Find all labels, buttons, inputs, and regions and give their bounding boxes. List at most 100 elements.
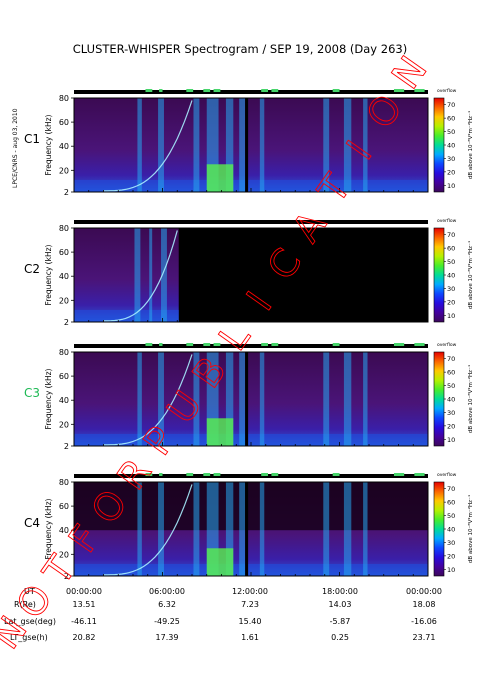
emission-burst: [225, 98, 234, 192]
orbit-cell: 6.32: [158, 600, 176, 609]
availability-mark: [271, 89, 279, 92]
emission-burst: [206, 98, 219, 192]
freq-tick-label: 2: [64, 188, 69, 197]
freq-tick-label: 80: [59, 348, 69, 357]
colorbar-tick-label: 40: [447, 272, 455, 280]
colorbar: [433, 227, 445, 323]
colorbar-tick-label: 20: [447, 552, 455, 560]
freq-tick-label: 80: [59, 94, 69, 103]
emission-burst: [206, 482, 219, 576]
emission-burst: [193, 98, 200, 192]
availability-mark: [393, 89, 405, 92]
emission-burst: [343, 98, 352, 192]
availability-mark: [414, 473, 425, 476]
emission-burst: [259, 482, 265, 576]
panel-c3: 2 20 40 60 80 Frequency (kHz) C3 overflow 10 20 30…: [24, 342, 474, 451]
availability-mark: [271, 343, 279, 346]
emission-burst: [239, 352, 246, 446]
availability-mark: [203, 473, 211, 476]
colorbar-tick-label: 60: [447, 369, 455, 377]
spacecraft-label: C3: [24, 386, 40, 400]
freq-tick-label: 60: [59, 502, 69, 511]
emission-burst: [259, 352, 265, 446]
availability-mark: [159, 89, 163, 92]
colorbar-tick-label: 70: [447, 485, 455, 493]
colorbar-tick-label: 60: [447, 499, 455, 507]
orbit-cell: 18.08: [413, 600, 436, 609]
colorbar-corner: overflow: [437, 472, 457, 478]
emission-burst: [137, 352, 142, 446]
availability-mark: [159, 343, 163, 346]
emission-burst: [193, 352, 200, 446]
orbit-cell: 18:00:00: [322, 587, 358, 596]
freq-tick-label: 40: [59, 526, 69, 535]
emission-burst: [363, 482, 368, 576]
availability-mark: [261, 89, 269, 92]
orbit-cell: 23.71: [413, 633, 436, 642]
colorbar-tick-label: 50: [447, 382, 455, 390]
orbit-row-label: R(Re): [14, 600, 36, 609]
orbit-row-label: UT: [24, 587, 35, 596]
intense-emission: [206, 548, 234, 576]
availability-mark: [186, 89, 194, 92]
colorbar: [433, 97, 445, 193]
orbit-cell: -46.11: [71, 617, 97, 626]
y-axis-label: Frequency (kHz): [44, 244, 53, 305]
colorbar-tick-label: 30: [447, 409, 455, 417]
colorbar-tick-label: 70: [447, 101, 455, 109]
colorbar-tick-label: 30: [447, 539, 455, 547]
availability-mark: [261, 343, 269, 346]
freq-tick-label: 20: [59, 420, 69, 429]
panel-c1: 2 20 40 60 80 Frequency (kHz) C1 overflow 10 20 30…: [24, 88, 474, 197]
orbit-cell: -16.06: [411, 617, 437, 626]
colorbar-tick-label: 50: [447, 128, 455, 136]
orbit-cell: 13.51: [73, 600, 96, 609]
emission-burst: [158, 98, 164, 192]
plasma-band: [74, 309, 179, 322]
emission-burst: [343, 482, 352, 576]
availability-mark: [186, 343, 194, 346]
freq-tick-label: 40: [59, 272, 69, 281]
emission-burst: [363, 352, 368, 446]
freq-tick-label: 20: [59, 296, 69, 305]
intense-emission: [206, 164, 234, 192]
availability-mark: [203, 89, 211, 92]
emission-burst: [323, 482, 330, 576]
data-gap: [178, 228, 428, 322]
colorbar-tick-label: 50: [447, 258, 455, 266]
orbit-table: UT 00:00:00 06:00:00 12:00:00 18:00:00 0…: [4, 587, 442, 642]
colorbar: [433, 351, 445, 447]
spacecraft-label: C4: [24, 516, 40, 530]
availability-mark: [213, 473, 221, 476]
colorbar-label: dB above 10⁻⁸V²m⁻²Hz⁻¹: [467, 241, 474, 309]
emission-burst: [149, 228, 153, 322]
freq-tick-label: 20: [59, 166, 69, 175]
colorbar-tick-label: 70: [447, 355, 455, 363]
colorbar-label: dB above 10⁻⁸V²m⁻²Hz⁻¹: [467, 365, 474, 433]
orbit-cell: 12:00:00: [232, 587, 268, 596]
emission-burst: [225, 352, 234, 446]
emission-burst: [239, 98, 246, 192]
freq-tick-label: 80: [59, 224, 69, 233]
colorbar-tick-label: 60: [447, 115, 455, 123]
y-axis-label: Frequency (kHz): [44, 114, 53, 175]
availability-mark: [203, 343, 211, 346]
emission-burst: [158, 482, 164, 576]
colorbar-tick-label: 40: [447, 526, 455, 534]
orbit-cell: 14.03: [329, 600, 352, 609]
availability-mark: [393, 343, 405, 346]
emission-burst: [239, 482, 246, 576]
availability-mark: [332, 343, 340, 346]
colorbar-tick-label: 60: [447, 245, 455, 253]
emission-burst: [193, 482, 200, 576]
intense-emission: [206, 418, 234, 446]
orbit-cell: 7.23: [241, 600, 259, 609]
availability-mark: [393, 473, 405, 476]
emission-burst: [134, 228, 141, 322]
colorbar-tick-label: 30: [447, 285, 455, 293]
emission-burst: [363, 98, 368, 192]
orbit-cell: 00:00:00: [66, 587, 102, 596]
availability-mark: [145, 89, 153, 92]
orbit-cell: 0.25: [331, 633, 349, 642]
availability-mark: [186, 473, 194, 476]
